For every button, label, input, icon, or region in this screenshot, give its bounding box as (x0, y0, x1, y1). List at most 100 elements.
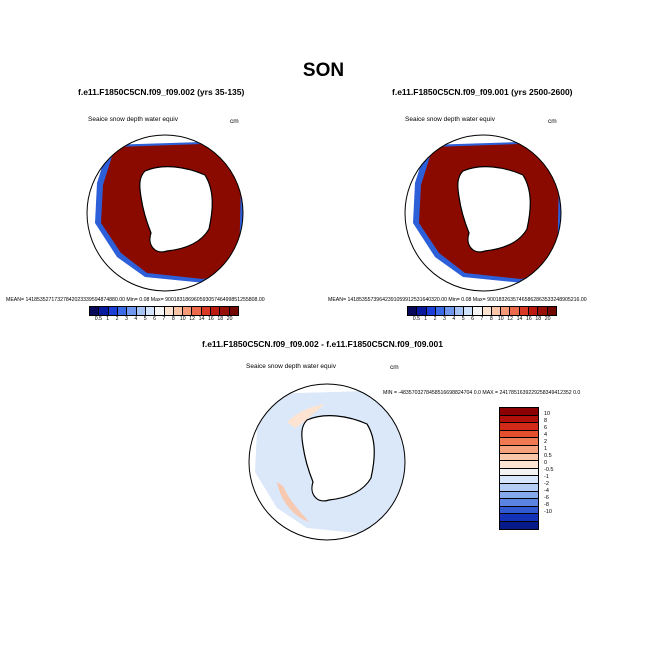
colorbar-swatch (482, 307, 492, 315)
panel1-stats: MEAN= 14185352717327842023339594874880.0… (6, 297, 265, 303)
panel1-antarctica (139, 166, 213, 253)
colorbar-swatch (454, 307, 464, 315)
colorbar-swatch (547, 307, 556, 315)
panel1-polar-map (86, 134, 244, 292)
colorbar-tick-label: 8 (489, 316, 493, 322)
colorbar-tick-label: 2 (433, 316, 437, 322)
colorbar-swatch (473, 307, 483, 315)
diff-colorbar (499, 407, 539, 530)
diff-warm-patch-north (287, 404, 325, 428)
colorbar-tick-label: -6 (544, 495, 549, 501)
colorbar-swatch (491, 307, 502, 315)
panel2-title: f.e11.F1850C5CN.f09_f09.001 (yrs 2500-26… (392, 87, 573, 97)
colorbar-tick-label: 10 (179, 316, 186, 322)
colorbar-tick-label: 6 (471, 316, 475, 322)
panel2-variable-label: Seaice snow depth water equiv (405, 116, 495, 123)
diff-colorbar-labels: 10 8 6 4 2 1 0.5 0 -0.5 -1 -2 -4 -6 -8 -10 (544, 407, 574, 527)
colorbar-tick-label: 7 (480, 316, 484, 322)
panel1-title: f.e11.F1850C5CN.f09_f09.002 (yrs 35-135) (78, 87, 245, 97)
colorbar-tick-label: 14 (198, 316, 205, 322)
diff-polar-map (248, 383, 406, 541)
colorbar-swatch (500, 430, 538, 439)
colorbar-swatch (519, 307, 530, 315)
panel2-units-label: cm (548, 118, 557, 125)
diff-antarctica (301, 415, 375, 502)
colorbar-swatch (500, 499, 538, 507)
diff-title: f.e11.F1850C5CN.f09_f09.002 - f.e11.F185… (202, 339, 443, 349)
colorbar-swatch (500, 461, 538, 469)
colorbar-tick-label: -0.5 (544, 467, 554, 473)
colorbar-swatch (173, 307, 184, 315)
colorbar-tick-label: 0.5 (94, 316, 102, 322)
colorbar-tick-label: 10 (497, 316, 504, 322)
colorbar-tick-label: 20 (544, 316, 551, 322)
colorbar-swatch (500, 438, 538, 446)
colorbar-swatch (500, 506, 538, 515)
colorbar-swatch (155, 307, 165, 315)
panel2-antarctica (457, 166, 531, 253)
colorbar-swatch (501, 307, 511, 315)
colorbar-tick-label: 12 (507, 316, 514, 322)
colorbar-tick-label: -2 (544, 481, 549, 487)
colorbar-tick-label: 0.5 (412, 316, 420, 322)
colorbar-tick-label: 6 (153, 316, 157, 322)
colorbar-swatch (99, 307, 109, 315)
colorbar-tick-label: 4 (452, 316, 456, 322)
colorbar-tick-label: 4 (134, 316, 138, 322)
colorbar-swatch (500, 483, 538, 492)
colorbar-swatch (229, 307, 238, 315)
diff-units-label: cm (390, 364, 399, 371)
colorbar-tick-label: 3 (443, 316, 446, 322)
colorbar-swatch (136, 307, 146, 315)
panel2-polar-map (404, 134, 562, 292)
colorbar-swatch (426, 307, 436, 315)
colorbar-swatch (538, 307, 548, 315)
colorbar-swatch (500, 468, 538, 477)
colorbar-tick-label: 2 (544, 439, 548, 445)
colorbar-swatch (500, 521, 538, 529)
colorbar-tick-label: 5 (143, 316, 147, 322)
colorbar-tick-label: 18 (217, 316, 224, 322)
colorbar-swatch (500, 423, 538, 431)
colorbar-tick-label: 18 (535, 316, 542, 322)
panel1-variable-label: Seaice snow depth water equiv (88, 116, 178, 123)
colorbar-swatch (211, 307, 221, 315)
panel1-units-label: cm (230, 118, 239, 125)
colorbar-tick-label: 3 (125, 316, 128, 322)
colorbar-tick-label: 0.5 (544, 453, 552, 459)
colorbar-swatch (183, 307, 193, 315)
colorbar-swatch (463, 307, 474, 315)
diff-stats: MIN = -4835703278458516698824704 0.0 MAX… (383, 390, 581, 396)
colorbar-swatch (500, 408, 538, 416)
colorbar-tick-label: 1 (424, 316, 428, 322)
colorbar-tick-label: -4 (544, 488, 549, 494)
colorbar-swatch (145, 307, 156, 315)
colorbar-swatch (90, 307, 100, 315)
colorbar-tick-label: 10 (544, 411, 551, 417)
colorbar-tick-label: 16 (525, 316, 532, 322)
colorbar-swatch (117, 307, 128, 315)
colorbar-tick-label: 8 (544, 418, 548, 424)
colorbar-tick-label: 12 (189, 316, 196, 322)
colorbar-swatch (500, 514, 538, 522)
panel2-stats: MEAN= 14185355739642391059912531640320.0… (328, 297, 587, 303)
colorbar-tick-label: 0 (544, 460, 548, 466)
page-title: SON (302, 60, 345, 81)
colorbar-tick-label: -1 (544, 474, 549, 480)
colorbar-tick-label: 4 (544, 432, 548, 438)
colorbar-tick-label: -8 (544, 502, 549, 508)
colorbar-tick-label: 8 (171, 316, 175, 322)
colorbar-swatch (192, 307, 202, 315)
colorbar-swatch (108, 307, 118, 315)
panel2-colorbar: 0.5 1 2 3 4 5 6 7 8 10 12 14 16 18 20 (407, 306, 557, 322)
colorbar-tick-label: -10 (544, 509, 552, 515)
panel1-map-border (86, 134, 244, 292)
colorbar-tick-label: 16 (207, 316, 214, 322)
colorbar-swatch (500, 491, 538, 500)
colorbar-swatch (500, 415, 538, 424)
colorbar-tick-label: 1 (106, 316, 110, 322)
diff-map-border (248, 383, 406, 541)
panel2-map-border (404, 134, 562, 292)
colorbar-swatch (500, 445, 538, 454)
panel1-colorbar: 0.5 1 2 3 4 5 6 7 8 10 12 14 16 18 20 (89, 306, 239, 322)
